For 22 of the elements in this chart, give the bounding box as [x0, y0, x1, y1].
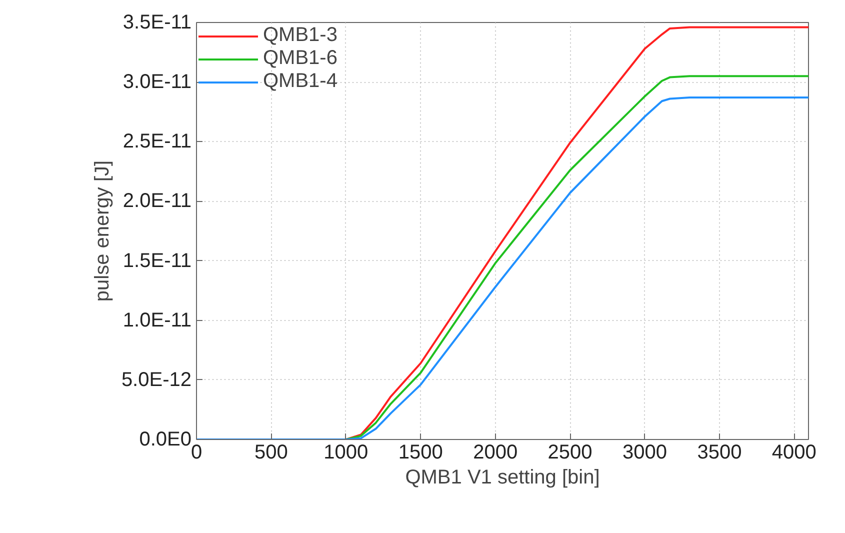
x-tick-label: 0	[190, 442, 202, 464]
y-tick-label: 5.0E-12	[121, 368, 192, 391]
x-tick-label: 2000	[473, 442, 518, 464]
x-axis-title: QMB1 V1 setting [bin]	[405, 466, 600, 488]
y-tick-label: 2.0E-11	[122, 190, 192, 212]
y-axis-title: pulse energy [J]	[91, 160, 114, 302]
x-tick-label: 1000	[324, 442, 368, 464]
x-tick-label: 3500	[697, 442, 742, 464]
y-tick-label: 2.5E-11	[122, 130, 192, 153]
x-tick-label: 4000	[772, 442, 816, 464]
x-tick-label: 3000	[622, 442, 667, 464]
x-tick-label: 1500	[398, 442, 443, 464]
y-tick-label: 1.0E-11	[122, 309, 192, 332]
x-tick-label: 2500	[548, 442, 592, 464]
legend-label: QMB1-6	[263, 47, 338, 70]
legend-label: QMB1-3	[263, 24, 338, 47]
legend-label: QMB1-4	[263, 70, 338, 93]
y-tick-label: 1.5E-11	[122, 250, 192, 272]
x-tick-label: 500	[254, 442, 288, 464]
y-tick-label: 0.0E0	[139, 428, 192, 450]
y-tick-label: 3.5E-11	[122, 12, 192, 34]
y-tick-label: 3.0E-11	[122, 71, 192, 94]
